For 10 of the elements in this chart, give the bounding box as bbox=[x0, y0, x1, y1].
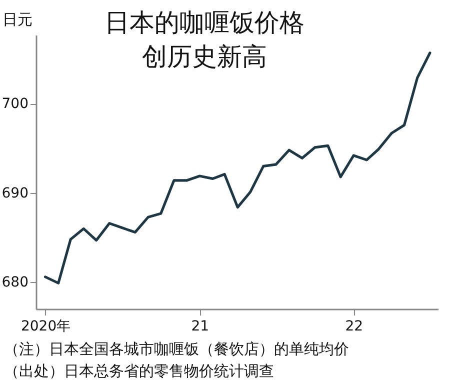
x-tick-label: 22 bbox=[345, 318, 364, 334]
y-tick-label: 700 bbox=[2, 96, 28, 112]
x-tick-label: 21 bbox=[191, 318, 210, 334]
y-axis-title: 日元 bbox=[2, 10, 32, 28]
y-tick-label: 680 bbox=[2, 274, 28, 291]
text: （出处）日本总务省的零售物价统计调查 bbox=[4, 361, 275, 382]
x-tick-label: 2020年 bbox=[20, 318, 71, 334]
chart-title: 日本的咖喱饭价格创历史新高 bbox=[104, 7, 306, 73]
y-tick-label: 690 bbox=[2, 185, 28, 202]
text: （注）日本全国各城市咖喱饭（餐饮店）的单纯均价 bbox=[4, 339, 349, 360]
